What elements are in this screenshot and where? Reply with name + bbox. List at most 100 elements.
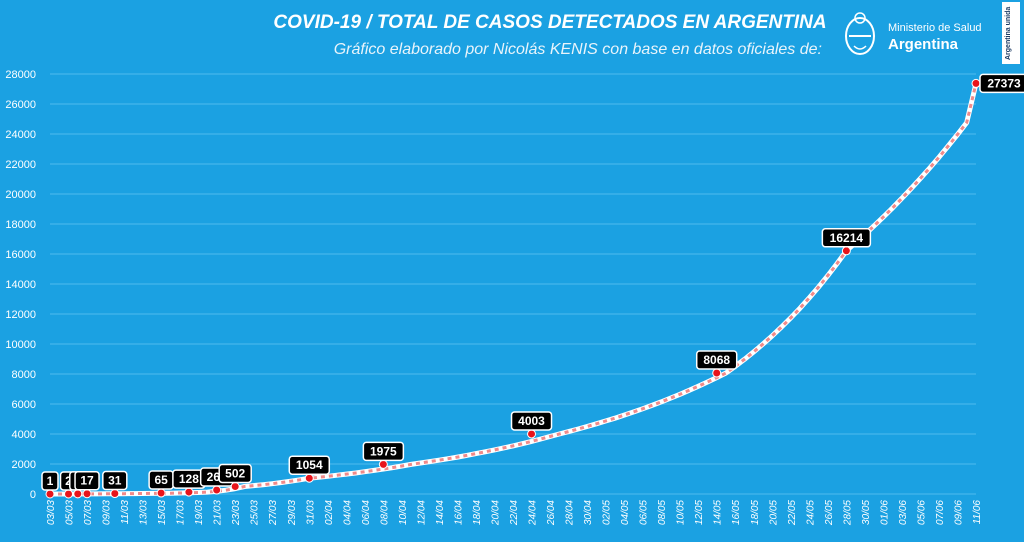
x-tick-label: 29/03: [287, 500, 298, 526]
data-point: [971, 78, 981, 88]
data-label-box: [695, 350, 738, 370]
data-point: [45, 489, 55, 499]
y-tick-label: 22000: [5, 159, 36, 171]
x-tick-label: 28/04: [565, 500, 576, 526]
y-tick-label: 4000: [12, 429, 36, 441]
data-label-box: [510, 411, 553, 431]
x-tick-label: 09/06: [953, 500, 964, 525]
x-tick-label: 28/05: [842, 500, 853, 526]
x-tick-label: 13/03: [139, 500, 150, 525]
x-tick-label: 20/04: [490, 500, 501, 526]
data-label-box: [821, 228, 872, 248]
chart-title: COVID-19 / TOTAL DE CASOS DETECTADOS EN …: [273, 12, 827, 33]
y-tick-label: 16000: [5, 249, 36, 261]
data-point: [230, 481, 240, 491]
data-point: [82, 489, 92, 499]
data-label: 1975: [370, 444, 397, 458]
data-label-box: [74, 470, 100, 491]
x-tick-label: 14/04: [435, 500, 446, 525]
data-point: [212, 485, 222, 495]
y-tick-label: 26000: [5, 99, 36, 111]
x-tick-label: 24/04: [528, 500, 539, 526]
x-tick-label: 11/03: [120, 500, 131, 525]
x-tick-label: 04/05: [620, 500, 631, 525]
argentina-unida-tag: Argentina unida: [1002, 2, 1020, 64]
data-label: 65: [154, 473, 168, 487]
x-tick-label: 22/04: [509, 500, 520, 526]
x-tick-label: 12/04: [416, 500, 427, 525]
y-tick-label: 20000: [5, 189, 36, 201]
x-tick-label: 10/04: [398, 500, 409, 525]
data-point: [841, 246, 851, 256]
data-point: [712, 368, 722, 378]
data-label-box: [218, 463, 252, 484]
y-tick-label: 12000: [5, 309, 36, 321]
x-tick-label: 20/05: [768, 500, 779, 526]
x-tick-label: 05/06: [916, 500, 927, 525]
x-tick-label: 11/06: [972, 500, 983, 525]
data-label: 128: [179, 472, 199, 486]
data-label: 1054: [296, 458, 323, 472]
data-label-box: [288, 455, 331, 475]
data-label: 502: [225, 466, 245, 480]
data-label: 1: [47, 474, 54, 488]
y-tick-label: 2000: [12, 459, 36, 471]
data-point: [156, 488, 166, 498]
y-tick-label: 28000: [5, 69, 36, 81]
data-label: 31: [108, 474, 122, 488]
logo-country-text: Argentina: [888, 36, 959, 53]
x-axis: 03/03 05/03 07/03 09/03 11/03 13/03 15/03 17/03…: [46, 500, 983, 526]
x-tick-label: 08/05: [657, 500, 668, 525]
data-point: [73, 489, 83, 499]
y-tick-label: 6000: [12, 399, 36, 411]
x-tick-label: 07/03: [83, 500, 94, 525]
grid: [50, 73, 976, 495]
y-tick-label: 8000: [12, 369, 36, 381]
x-tick-label: 06/04: [361, 500, 372, 525]
data-label: 4003: [518, 414, 545, 428]
data-point: [304, 473, 314, 483]
x-tick-label: 27/03: [268, 500, 279, 526]
data-label: 2: [65, 474, 72, 488]
x-tick-label: 03/03: [46, 500, 57, 525]
x-tick-label: 02/05: [602, 500, 613, 525]
data-point: [110, 489, 120, 499]
data-label-box: [979, 73, 1024, 94]
ministerio-logo: Ministerio de Salud Argentina: [840, 8, 990, 64]
x-tick-label: 10/05: [676, 500, 687, 525]
x-tick-label: 22/05: [787, 500, 798, 526]
y-tick-label: 14000: [5, 279, 36, 291]
y-tick-label: 0: [30, 489, 36, 501]
x-tick-label: 16/04: [453, 500, 464, 525]
data-point: [378, 459, 388, 469]
y-tick-label: 18000: [5, 219, 36, 231]
x-tick-label: 14/05: [713, 500, 724, 525]
y-tick-label: 24000: [5, 129, 36, 141]
data-label: 8068: [703, 353, 730, 367]
data-point: [64, 489, 74, 499]
data-label-box: [102, 470, 128, 491]
x-tick-label: 30/04: [583, 500, 594, 525]
y-tick-label: 10000: [5, 339, 36, 351]
x-tick-label: 23/03: [231, 500, 242, 526]
data-label: 16214: [830, 231, 864, 245]
x-tick-label: 26/04: [546, 500, 557, 526]
data-label-box: [362, 441, 405, 462]
x-tick-label: 19/03: [194, 500, 205, 525]
x-tick-label: 16/05: [731, 500, 742, 525]
data-label: 27373: [987, 76, 1021, 90]
x-tick-label: 30/05: [861, 500, 872, 525]
x-tick-label: 12/05: [694, 500, 705, 525]
series-line-dashes: [50, 83, 978, 496]
x-tick-label: 15/03: [157, 500, 168, 525]
coat-of-arms-icon: [845, 12, 875, 55]
data-label-box: [41, 471, 59, 491]
x-tick-label: 31/03: [305, 500, 316, 525]
x-tick-label: 06/05: [639, 500, 650, 525]
x-tick-label: 24/05: [805, 500, 816, 526]
data-point: [527, 429, 537, 439]
x-tick-label: 07/06: [935, 500, 946, 525]
x-tick-label: 02/04: [324, 500, 335, 525]
data-point: [184, 487, 194, 497]
x-tick-label: 08/04: [379, 500, 390, 525]
